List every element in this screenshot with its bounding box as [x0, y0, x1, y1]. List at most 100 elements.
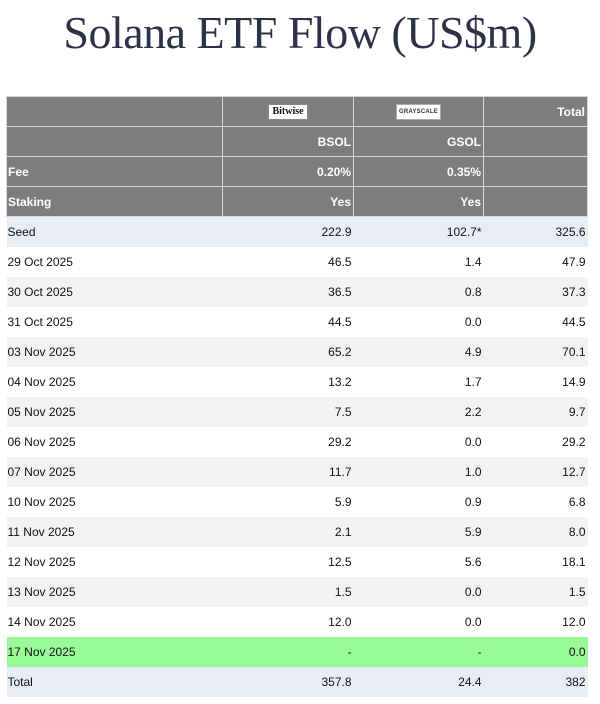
bsol-value: 7.5: [222, 396, 354, 427]
gsol-value: 2.2: [353, 396, 484, 427]
table-row: 07 Nov 2025 11.7 1.0 12.7: [6, 456, 588, 487]
header-blank-cell: [6, 96, 223, 127]
gsol-value: 1.4: [353, 246, 484, 277]
total-value: 12.0: [483, 606, 588, 637]
total-value: 1.5: [483, 576, 588, 607]
row-label: 11 Nov 2025: [6, 516, 223, 547]
total-value: 6.8: [483, 486, 588, 517]
header-staking-row: Staking Yes Yes: [6, 186, 588, 217]
gsol-value: 102.7*: [353, 216, 484, 247]
table-row: 03 Nov 2025 65.2 4.9 70.1: [6, 336, 588, 367]
gsol-value: 0.9: [353, 486, 484, 517]
table-row: 30 Oct 2025 36.5 0.8 37.3: [6, 276, 588, 307]
total-value: 325.6: [483, 216, 588, 247]
table-row: 13 Nov 2025 1.5 0.0 1.5: [6, 576, 588, 607]
bsol-value: 357.8: [222, 666, 354, 697]
bsol-value: 11.7: [222, 456, 354, 487]
table-row: 31 Oct 2025 44.5 0.0 44.5: [6, 306, 588, 337]
table-row: 17 Nov 2025- -0.0: [6, 636, 588, 667]
fee-gsol: 0.35%: [353, 156, 484, 187]
gsol-value: 5.6: [353, 546, 484, 577]
row-label: 03 Nov 2025: [6, 336, 223, 367]
grayscale-logo-cell: GRAYSCALE: [353, 96, 484, 127]
total-value: 70.1: [483, 336, 588, 367]
table-row: 05 Nov 2025 7.5 2.2 9.7: [6, 396, 588, 427]
gsol-value: 0.0: [353, 306, 484, 337]
table-row: 12 Nov 2025 12.5 5.6 18.1: [6, 546, 588, 577]
bsol-value: 46.5: [222, 246, 354, 277]
total-value: 8.0: [483, 516, 588, 547]
gsol-value: 1.7: [353, 366, 484, 397]
bsol-value: 1.5: [222, 576, 354, 607]
bsol-value: 65.2: [222, 336, 354, 367]
gsol-value: 1.0: [353, 456, 484, 487]
gsol-value: 4.9: [353, 336, 484, 367]
gsol-value: 0.0: [353, 426, 484, 457]
row-label: 17 Nov 2025: [6, 636, 223, 667]
header-logo-row: Bitwise GRAYSCALE Total: [6, 96, 588, 127]
total-value: 44.5: [483, 306, 588, 337]
bsol-value: 29.2: [222, 426, 354, 457]
total-value: 382: [483, 666, 588, 697]
staking-label: Staking: [6, 186, 223, 217]
table-row: 10 Nov 2025 5.9 0.9 6.8: [6, 486, 588, 517]
row-label: 04 Nov 2025: [6, 366, 223, 397]
bitwise-logo: Bitwise: [268, 103, 308, 120]
total-header: Total: [483, 96, 588, 127]
bsol-value: 12.0: [222, 606, 354, 637]
row-label: Seed: [6, 216, 223, 247]
fee-bsol: 0.20%: [222, 156, 354, 187]
staking-bsol: Yes: [222, 186, 354, 217]
row-label: 12 Nov 2025: [6, 546, 223, 577]
fee-label: Fee: [6, 156, 223, 187]
total-value: 47.9: [483, 246, 588, 277]
row-label: 13 Nov 2025: [6, 576, 223, 607]
row-label: Total: [6, 666, 223, 697]
gsol-value: 0.8: [353, 276, 484, 307]
table-row: 04 Nov 2025 13.2 1.7 14.9: [6, 366, 588, 397]
staking-total-blank: [483, 186, 588, 217]
total-value: 9.7: [483, 396, 588, 427]
total-value: 14.9: [483, 366, 588, 397]
seed-row: Seed 222.9 102.7* 325.6: [6, 216, 588, 247]
row-label: 05 Nov 2025: [6, 396, 223, 427]
table-row: 11 Nov 2025 2.1 5.9 8.0: [6, 516, 588, 547]
row-label: 30 Oct 2025: [6, 276, 223, 307]
ticker-bsol: BSOL: [222, 126, 354, 157]
ticker-blank-cell: [6, 126, 223, 157]
total-row: Total 357.8 24.4 382: [6, 666, 588, 697]
gsol-value: 5.9: [353, 516, 484, 547]
row-label: 06 Nov 2025: [6, 426, 223, 457]
row-label: 14 Nov 2025: [6, 606, 223, 637]
gsol-value: -: [353, 636, 484, 667]
fee-total-blank: [483, 156, 588, 187]
table-row: 14 Nov 2025 12.0 0.0 12.0: [6, 606, 588, 637]
row-label: 07 Nov 2025: [6, 456, 223, 487]
page-title: Solana ETF Flow (US$m): [63, 7, 537, 58]
bsol-value: -: [222, 636, 354, 667]
gsol-value: 0.0: [353, 606, 484, 637]
bsol-value: 5.9: [222, 486, 354, 517]
staking-gsol: Yes: [353, 186, 484, 217]
bsol-value: 222.9: [222, 216, 354, 247]
header-ticker-row: BSOL GSOL: [6, 126, 588, 157]
ticker-total-blank: [483, 126, 588, 157]
table-row: 06 Nov 2025 29.2 0.0 29.2: [6, 426, 588, 457]
gsol-value: 24.4: [353, 666, 484, 697]
row-label: 31 Oct 2025: [6, 306, 223, 337]
bsol-value: 36.5: [222, 276, 354, 307]
row-label: 10 Nov 2025: [6, 486, 223, 517]
bsol-value: 13.2: [222, 366, 354, 397]
total-value: 37.3: [483, 276, 588, 307]
total-value: 0.0: [483, 636, 588, 667]
table-row: 29 Oct 2025 46.5 1.4 47.9: [6, 246, 588, 277]
total-value: 29.2: [483, 426, 588, 457]
ticker-gsol: GSOL: [353, 126, 484, 157]
grayscale-logo: GRAYSCALE: [396, 103, 441, 120]
bsol-value: 12.5: [222, 546, 354, 577]
total-value: 18.1: [483, 546, 588, 577]
bsol-value: 44.5: [222, 306, 354, 337]
total-value: 12.7: [483, 456, 588, 487]
etf-flow-table: Bitwise GRAYSCALE Total BSOL GSOL Fee 0.…: [6, 96, 588, 697]
bsol-value: 2.1: [222, 516, 354, 547]
